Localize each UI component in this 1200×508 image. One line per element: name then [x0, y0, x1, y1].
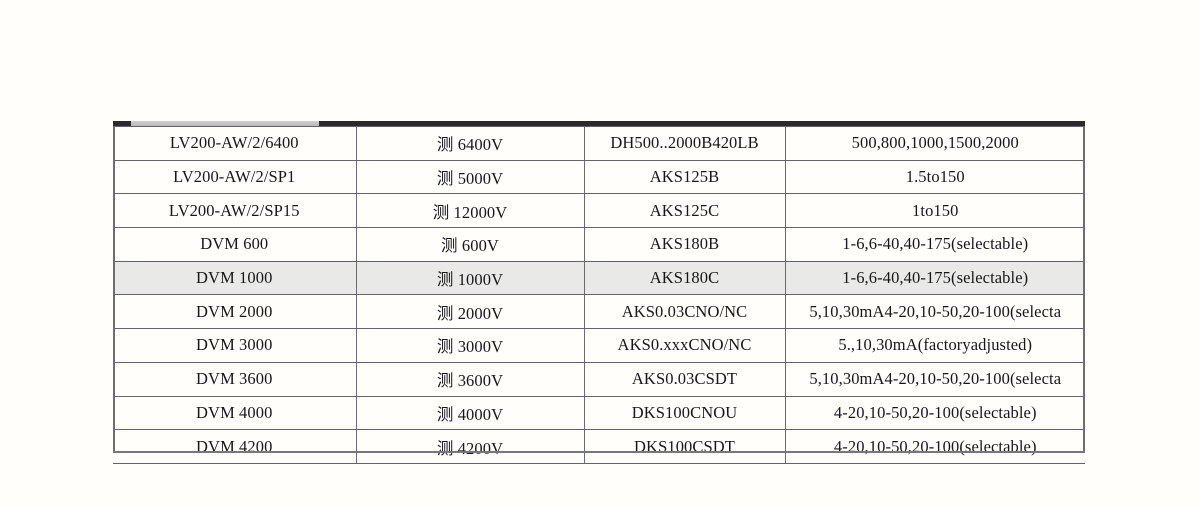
- cell-measure-text: 测 2000V: [436, 303, 504, 323]
- cell-model: LV200-AW/2/6400: [113, 126, 357, 161]
- cell-range-text: 4-20,10-50,20-100(selectable): [833, 436, 1037, 456]
- cell-measure: 测 3600V: [356, 361, 585, 397]
- cell-sensor: AKS0.03CNO/NC: [584, 294, 786, 330]
- cell-measure: 测 5000V: [356, 159, 585, 195]
- cell-model-text: LV200-AW/2/SP1: [173, 167, 296, 187]
- cell-sensor: AKS180B: [584, 227, 786, 262]
- cell-sensor-text: AKS180C: [649, 268, 720, 288]
- cell-model-text: LV200-AW/2/SP15: [168, 200, 300, 220]
- cell-range: 1-6,6-40,40-175(selectable): [785, 227, 1085, 262]
- cell-range: 1.5to150: [785, 159, 1085, 195]
- table-row: LV200-AW/2/SP15 测 12000V AKS125C 1to150: [113, 193, 1085, 229]
- cell-range: 5,10,30mA4-20,10-50,20-100(selecta: [785, 294, 1085, 330]
- cell-measure-text: 测 3000V: [436, 337, 504, 357]
- table-body: LV200-AW/2/6400 测 6400V DH500..2000B420LB 5…: [113, 126, 1085, 464]
- table-row: DVM 3600 测 3600V AKS0.03CSDT 5,10,30mA4-20,…: [113, 361, 1085, 397]
- cell-sensor-text: AKS0.03CNO/NC: [621, 301, 748, 321]
- cell-measure-text: 测 5000V: [436, 169, 504, 189]
- cell-measure: 测 4000V: [356, 395, 585, 431]
- specification-table-container: LV200-AW/2/6400 测 6400V DH500..2000B420LB 5…: [113, 121, 1085, 464]
- table-row: LV200-AW/2/6400 测 6400V DH500..2000B420LB 5…: [113, 126, 1085, 161]
- cell-range: 4-20,10-50,20-100(selectable): [785, 395, 1085, 431]
- cell-sensor-text: AKS0.xxxCNO/NC: [617, 335, 752, 355]
- cell-range-text: 1-6,6-40,40-175(selectable): [842, 268, 1029, 288]
- cell-model: DVM 4200: [113, 429, 357, 464]
- cell-model-text: DVM 3600: [196, 369, 273, 389]
- cell-model-text: LV200-AW/2/6400: [169, 133, 299, 153]
- cell-model: DVM 1000: [113, 260, 357, 296]
- cell-measure: 测 1000V: [356, 260, 585, 296]
- cell-sensor-text: DKS100CNOU: [631, 402, 738, 422]
- cell-model-text: DVM 4200: [196, 436, 273, 456]
- cell-model-text: DVM 3000: [196, 335, 273, 355]
- cell-range: 5.,10,30mA(factoryadjusted): [785, 328, 1085, 363]
- cell-sensor: DKS100CSDT: [584, 429, 786, 464]
- cell-range-text: 1-6,6-40,40-175(selectable): [842, 234, 1029, 254]
- cell-measure: 测 600V: [356, 227, 585, 262]
- cell-sensor: AKS0.xxxCNO/NC: [584, 328, 786, 363]
- cell-sensor: AKS125C: [584, 193, 786, 229]
- cell-measure-text: 测 4000V: [436, 404, 504, 424]
- cell-range-text: 1.5to150: [905, 167, 965, 187]
- cell-range: 1-6,6-40,40-175(selectable): [785, 260, 1085, 296]
- cell-range-text: 500,800,1000,1500,2000: [851, 133, 1019, 153]
- cell-range: 500,800,1000,1500,2000: [785, 126, 1085, 161]
- cell-measure-text: 测 3600V: [436, 371, 504, 391]
- cell-range: 1to150: [785, 193, 1085, 229]
- table-row: DVM 3000 测 3000V AKS0.xxxCNO/NC 5.,10,30mA(…: [113, 328, 1085, 363]
- cell-sensor-text: DKS100CSDT: [634, 436, 735, 456]
- cell-sensor: AKS125B: [584, 159, 786, 195]
- cell-measure-text: 测 1000V: [436, 270, 504, 290]
- cell-measure: 测 6400V: [356, 126, 585, 161]
- table-row: DVM 2000 测 2000V AKS0.03CNO/NC 5,10,30mA4-2…: [113, 294, 1085, 330]
- cell-measure: 测 3000V: [356, 328, 585, 363]
- table-row: DVM 600 测 600V AKS180B 1-6,6-40,40-175(sele…: [113, 227, 1085, 262]
- cell-sensor-text: AKS0.03CSDT: [631, 369, 738, 389]
- cell-model: LV200-AW/2/SP15: [113, 193, 357, 229]
- table-row: LV200-AW/2/SP1 测 5000V AKS125B 1.5to150: [113, 159, 1085, 195]
- cell-measure: 测 12000V: [356, 193, 585, 229]
- cell-model: DVM 3600: [113, 361, 357, 397]
- cell-model-text: DVM 600: [200, 234, 269, 254]
- cell-measure: 测 4200V: [356, 429, 585, 464]
- cell-measure-text: 测 6400V: [436, 135, 504, 155]
- cell-range: 5,10,30mA4-20,10-50,20-100(selecta: [785, 361, 1085, 397]
- cell-model-text: DVM 2000: [196, 301, 273, 321]
- cell-range-text: 5.,10,30mA(factoryadjusted): [838, 335, 1033, 355]
- cell-sensor: DKS100CNOU: [584, 395, 786, 431]
- cell-sensor-text: DH500..2000B420LB: [610, 133, 759, 153]
- cell-model: DVM 600: [113, 227, 357, 262]
- cell-model-text: DVM 1000: [196, 268, 273, 288]
- cell-sensor-text: AKS180B: [649, 234, 720, 254]
- cell-sensor: AKS180C: [584, 260, 786, 296]
- cell-range-text: 1to150: [912, 200, 959, 220]
- table-row: DVM 4000 测 4000V DKS100CNOU 4-20,10-50,20-1…: [113, 395, 1085, 431]
- cell-sensor: AKS0.03CSDT: [584, 361, 786, 397]
- cell-sensor-text: AKS125C: [649, 200, 720, 220]
- cell-model: DVM 2000: [113, 294, 357, 330]
- cell-measure: 测 2000V: [356, 294, 585, 330]
- cell-sensor: DH500..2000B420LB: [584, 126, 786, 161]
- cell-sensor-text: AKS125B: [649, 167, 720, 187]
- cell-model-text: DVM 4000: [196, 402, 273, 422]
- cell-range-text: 4-20,10-50,20-100(selectable): [833, 402, 1037, 422]
- cell-model: DVM 3000: [113, 328, 357, 363]
- cell-measure-text: 测 12000V: [432, 202, 508, 222]
- cell-range-text: 5,10,30mA4-20,10-50,20-100(selecta: [809, 301, 1062, 321]
- cell-model: DVM 4000: [113, 395, 357, 431]
- cell-measure-text: 测 4200V: [436, 438, 504, 458]
- cell-measure-text: 测 600V: [441, 236, 499, 256]
- table-row: DVM 1000 测 1000V AKS180C 1-6,6-40,40-175(se…: [113, 260, 1085, 296]
- cell-model: LV200-AW/2/SP1: [113, 159, 357, 195]
- table-row: DVM 4200 测 4200V DKS100CSDT 4-20,10-50,20-1…: [113, 429, 1085, 464]
- cell-range: 4-20,10-50,20-100(selectable): [785, 429, 1085, 464]
- cell-range-text: 5,10,30mA4-20,10-50,20-100(selecta: [809, 369, 1062, 389]
- product-specification-table: LV200-AW/2/6400 测 6400V DH500..2000B420LB 5…: [113, 126, 1085, 464]
